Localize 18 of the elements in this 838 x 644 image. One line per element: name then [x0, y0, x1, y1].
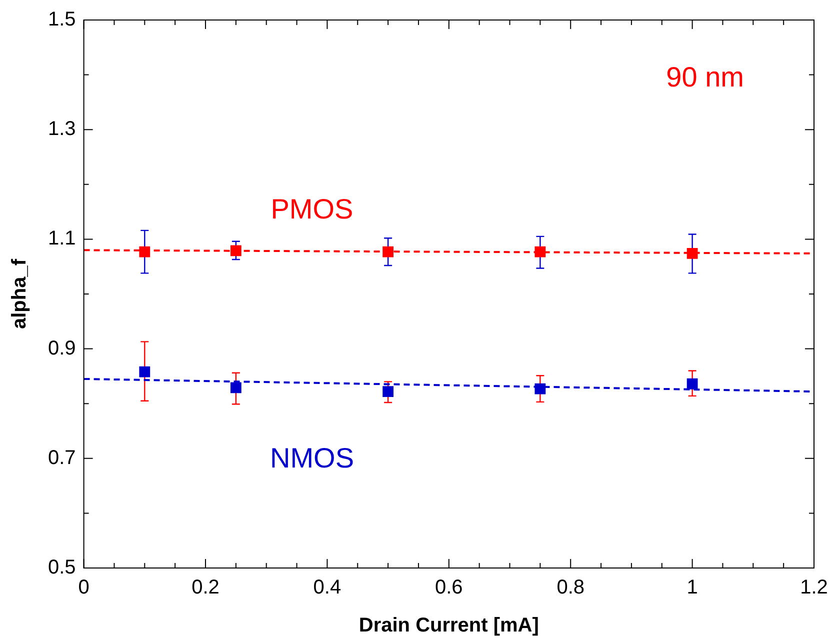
y-tick-label: 1.5 [48, 8, 76, 31]
y-tick-label: 0.9 [48, 337, 76, 360]
x-tick-label: 0 [78, 576, 90, 599]
series-label: PMOS [270, 193, 354, 224]
y-tick-label: 1.3 [48, 118, 76, 140]
x-tick-label: 0.4 [313, 576, 342, 599]
y-tick-label: 0.5 [48, 556, 76, 579]
y-axis-title: alpha_f [8, 258, 31, 330]
y-tick-label: 1.1 [48, 228, 76, 250]
x-tick-label: 0.6 [434, 576, 463, 599]
y-tick-label: 0.7 [48, 446, 76, 469]
x-tick-label: 1 [686, 576, 698, 599]
x-tick-label: 0.8 [556, 576, 585, 599]
x-tick-label: 0.2 [192, 576, 220, 599]
annotation: 90 nm [666, 62, 744, 93]
x-axis-title: Drain Current [mA] [358, 614, 539, 637]
series-label: NMOS [270, 442, 354, 474]
x-tick-label: 1.2 [800, 576, 828, 599]
